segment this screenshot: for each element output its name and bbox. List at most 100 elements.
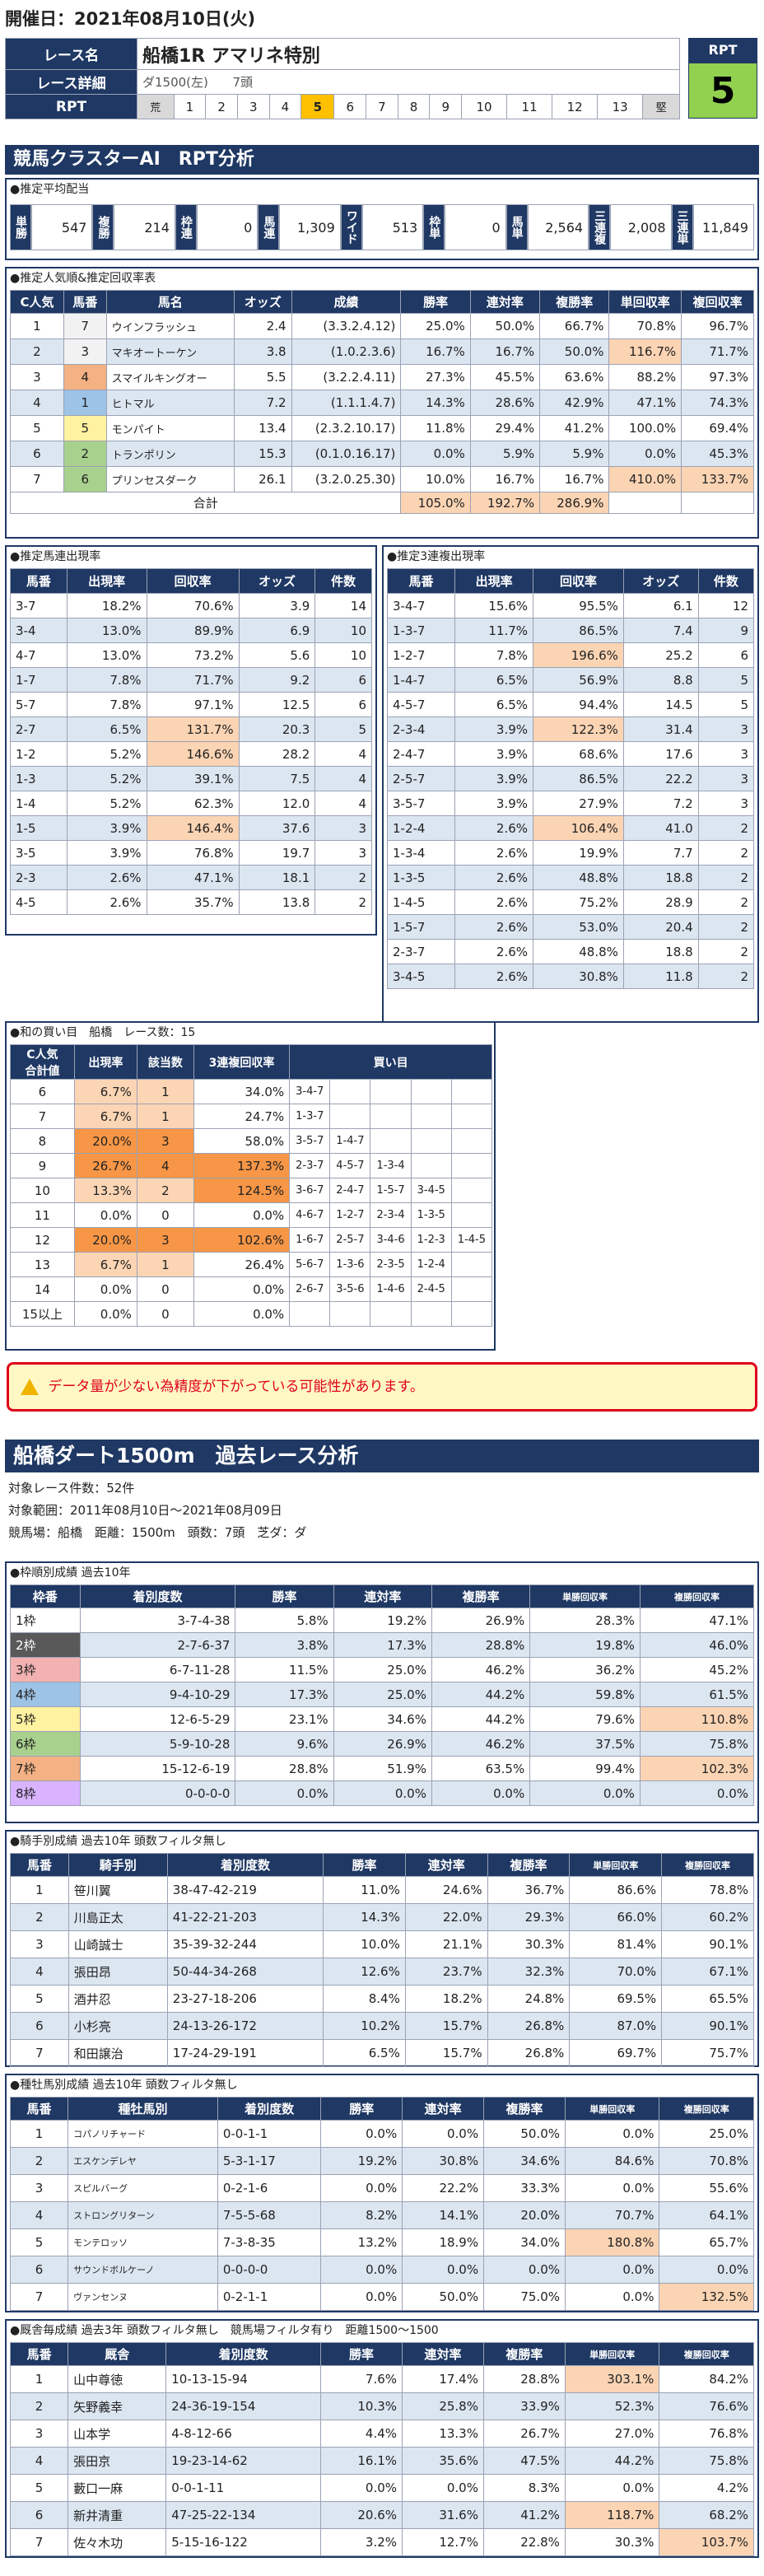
table-cell: 97.1%: [146, 692, 240, 717]
table-cell: 22.2%: [402, 2174, 485, 2202]
buy-combo: 2-3-4: [370, 1202, 412, 1228]
table-cell: 2.6%: [66, 865, 147, 890]
sum-key: 7: [10, 1104, 75, 1129]
table-cell: 0-0-0-0: [217, 2256, 322, 2284]
table-row: 14 0.0% 0 0.0% 2-6-7 3-5-6 1-4-6 2-4-5: [10, 1276, 493, 1302]
table-row: 11 0.0% 0 0.0% 4-6-7 1-2-7 2-3-4 1-3-5: [10, 1202, 493, 1228]
column-header: 枠番: [10, 1584, 81, 1608]
table-cell: 116.7%: [608, 338, 682, 365]
table-cell: 25.0%: [659, 2120, 754, 2148]
table-cell: 106.4%: [533, 815, 624, 841]
table-cell: 81.4%: [569, 1930, 663, 1958]
column-header: 出現率: [73, 1044, 137, 1080]
table-cell: 1: [9, 2365, 69, 2393]
table-header-row: 馬番 種牡馬別 着別度数 勝率 連対率 複勝率 単勝回収率 複勝回収率: [9, 2097, 754, 2121]
race-name: 船橋1R アマリネ特別: [137, 38, 680, 70]
sum-key: 9: [10, 1153, 75, 1178]
table-cell: 山本学: [68, 2420, 167, 2448]
table-cell: 笹川翼: [68, 1876, 168, 1904]
table-row: 3-4-5 2.6% 30.8% 11.8 2: [386, 964, 755, 989]
past-title: 船橋ダート1500m 過去レース分析: [5, 1440, 759, 1472]
table-cell: 18.2%: [66, 593, 147, 618]
table-cell: 410.0%: [608, 466, 682, 492]
table-cell: 1-2: [10, 741, 68, 767]
table-cell: 0.0%: [402, 2256, 485, 2284]
column-header: 複勝回収率: [661, 1853, 754, 1877]
table-cell: 7: [10, 466, 64, 492]
buy-combo: [370, 1079, 412, 1104]
buy-combo: [450, 1079, 493, 1104]
table-cell: 64.1%: [659, 2201, 754, 2229]
column-header: 該当数: [136, 1044, 194, 1080]
table-cell: 2-7-6-37: [79, 1632, 236, 1658]
table-row: 6 小杉亮 24-13-26-172 10.2% 15.7% 26.8% 87.0% 90.1…: [10, 2012, 754, 2040]
table-cell: 33.3%: [483, 2174, 566, 2202]
table-row: 1-2-7 7.8% 196.6% 25.2 6: [386, 642, 755, 668]
table-cell: ウインフラッシュ: [105, 313, 235, 339]
buy-combo: 1-6-7: [289, 1227, 331, 1253]
sum-title: ●和の買い目 船橋 レース数：15: [10, 1026, 196, 1039]
table-cell: 18.9%: [402, 2228, 485, 2256]
table-cell: 4-5: [10, 889, 68, 915]
table-cell: (3.2.0.25.30): [291, 466, 402, 492]
jockey-box: ●騎手別成績 過去10年 頭数フィルタ無し 馬番 騎手別 着別度数 勝率 連対率 複勝率単…: [5, 1830, 759, 2067]
table-row: 4 ストロングリターン 7-5-5-68 8.2% 14.1% 20.0% 70.7% 64.…: [9, 2201, 754, 2229]
table-row: 6 新井清重 47-25-22-134 20.6% 31.6% 41.2% 118.7% 68…: [9, 2501, 754, 2529]
table-cell: エスケンデレヤ: [68, 2147, 218, 2175]
popular-table: C人気 馬番 馬名 オッズ 成績 勝率 連対率 複勝率 単回収率 複回収率 1 7 ウインフラッシュ 2.…: [9, 290, 754, 514]
table-cell: 23.1%: [235, 1706, 334, 1732]
table-cell: 3.9%: [66, 815, 147, 841]
table-cell: 17.3%: [333, 1632, 432, 1658]
table-cell: 99.4%: [529, 1756, 641, 1781]
rpt-cell: 10: [461, 94, 508, 119]
sum-return: 0.0%: [193, 1301, 291, 1327]
table-cell: 3: [10, 1930, 69, 1958]
table-cell: モンテロッソ: [68, 2228, 218, 2256]
total-cell: 192.7%: [469, 492, 541, 514]
table-cell: 4: [314, 741, 372, 767]
buy-combo: [450, 1153, 493, 1178]
table-row: 10 13.3% 2 124.5% 3-6-7 2-4-7 1-5-7 3-4-5: [10, 1178, 493, 1203]
waku-title: ●枠順別成績 過去10年: [10, 1566, 131, 1580]
table-cell: 118.7%: [564, 2501, 660, 2529]
table-cell: 28.8%: [482, 2365, 566, 2393]
table-cell: 3.8%: [235, 1632, 334, 1658]
sanren-box: ●推定3連複出現率 馬番 出現率 回収率 オッズ 件数 3-4-7 15.6% 95.5% 6.…: [382, 545, 759, 1023]
buy-combo: [450, 1276, 493, 1302]
table-cell: 26.8%: [487, 2039, 571, 2067]
table-cell: 0.0%: [235, 1780, 334, 1806]
table-cell: 69.4%: [681, 415, 754, 441]
buy-combo: 2-5-7: [329, 1227, 371, 1253]
table-row: 1-5-7 2.6% 53.0% 20.4 2: [386, 914, 755, 940]
table-row: 15以上 0.0% 0 0.0%: [10, 1301, 493, 1327]
table-cell: 6.5%: [454, 667, 534, 693]
table-cell: 酒井忍: [68, 1985, 168, 2013]
column-header: 単勝回収率: [529, 1584, 641, 1608]
sum-key: 14: [10, 1276, 75, 1302]
table-cell: 12.0: [238, 791, 316, 816]
table-row: 8 20.0% 3 58.0% 3-5-7 1-4-7: [10, 1128, 493, 1154]
table-cell: 13.4: [233, 415, 292, 441]
table-cell: 41.0: [622, 815, 699, 841]
table-cell: 川島正太: [68, 1903, 168, 1931]
popular-title: ●推定人気順&推定回収率表: [10, 272, 156, 285]
table-cell: 33.9%: [482, 2392, 566, 2420]
table-cell: 2.6%: [454, 964, 534, 989]
table-cell: 4: [314, 766, 372, 791]
buy-combo: [289, 1301, 331, 1327]
table-row: 1 コパノリチャード 0-0-1-1 0.0% 0.0% 50.0% 0.0% 25.0%: [9, 2120, 754, 2148]
table-cell: 2: [9, 2147, 69, 2175]
sum-rate: 0.0%: [73, 1301, 137, 1327]
table-cell: 10-13-15-94: [165, 2365, 322, 2393]
table-cell: 0.0%: [639, 1780, 755, 1806]
table-row: 3-4-7 15.6% 95.5% 6.1 12: [386, 593, 755, 618]
table-cell: 7: [9, 2528, 69, 2556]
table-cell: 6: [63, 466, 107, 492]
table-cell: 3枠: [10, 1657, 81, 1682]
table-cell: 9.2: [238, 667, 316, 693]
table-cell: (3.2.2.4.11): [291, 364, 402, 390]
total-cell: 105.0%: [400, 492, 471, 514]
sum-rate: 0.0%: [73, 1202, 137, 1228]
avg-key: 単勝: [10, 204, 31, 250]
sum-count: 0: [136, 1301, 194, 1327]
